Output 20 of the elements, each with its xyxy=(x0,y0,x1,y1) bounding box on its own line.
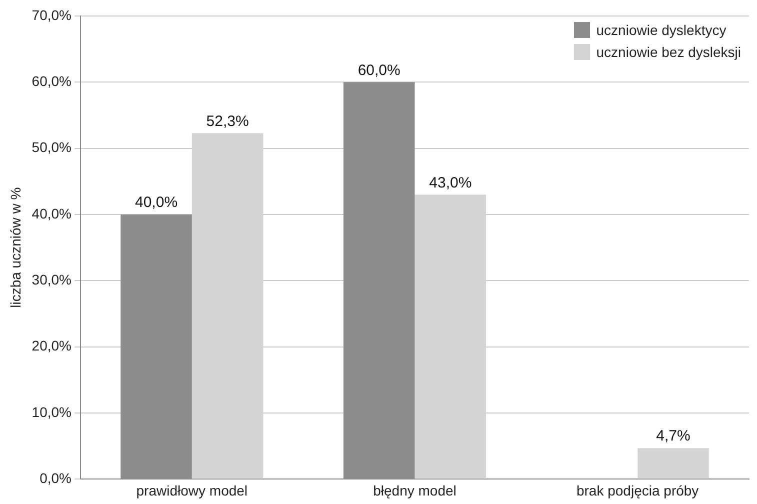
y-tick-label: 0,0% xyxy=(40,470,72,486)
data-label: 60,0% xyxy=(358,62,400,79)
x-tick-label: brak podjęcia próby xyxy=(576,482,699,498)
y-tick-label: 30,0% xyxy=(32,272,72,288)
x-tick-label: błędny model xyxy=(373,482,456,498)
y-tick-label: 70,0% xyxy=(32,6,72,23)
data-label: 43,0% xyxy=(429,174,472,192)
y-tick-label: 60,0% xyxy=(32,73,72,90)
data-label: 4,7% xyxy=(656,428,690,445)
bar xyxy=(638,448,709,479)
legend-label: uczniowie bez dysleksji xyxy=(596,44,741,60)
y-tick-label: 50,0% xyxy=(32,139,72,156)
y-tick-label: 20,0% xyxy=(32,338,72,354)
y-axis-title: liczba uczniów w % xyxy=(7,187,24,308)
legend-label: uczniowie dyslektycy xyxy=(596,22,726,38)
x-tick-label: prawidłowy model xyxy=(136,482,248,498)
y-tick-label: 10,0% xyxy=(32,404,72,420)
data-label: 40,0% xyxy=(134,194,178,212)
data-label: 52,3% xyxy=(206,112,249,130)
y-tick-label: 40,0% xyxy=(32,205,72,222)
